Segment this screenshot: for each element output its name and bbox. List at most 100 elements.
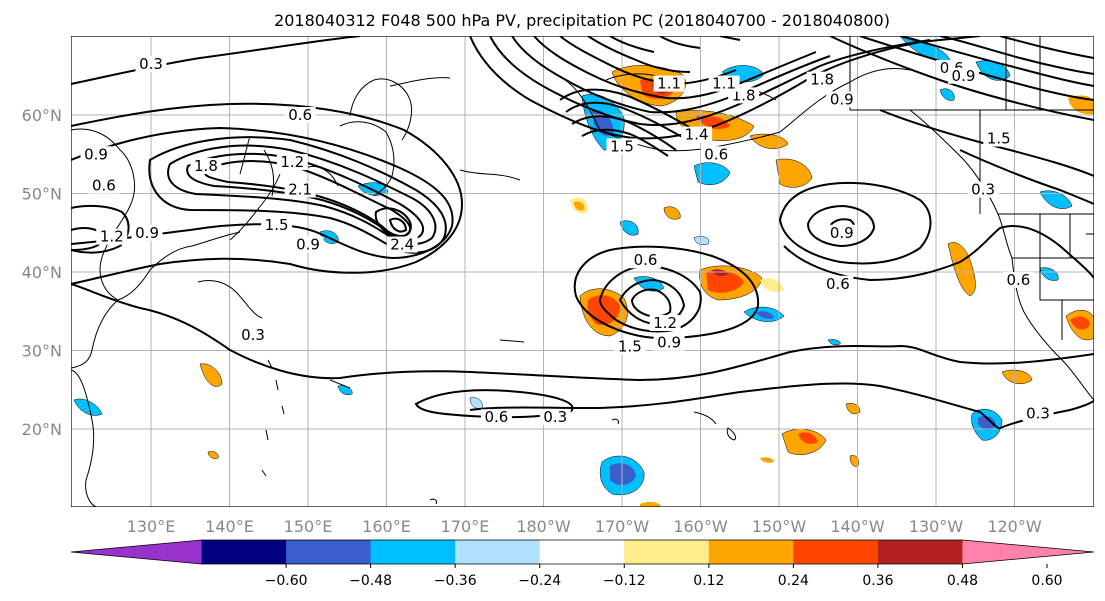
pv-contour-label-background bbox=[806, 71, 838, 88]
pv-contour-label: 1.8 bbox=[194, 157, 218, 175]
pv-contour-label: 0.6 bbox=[704, 145, 728, 163]
colorbar-tick-label: −0.24 bbox=[518, 573, 561, 589]
latitude-tick-label: 40°N bbox=[22, 263, 62, 282]
pv-contour-label: 0.9 bbox=[296, 236, 320, 254]
pv-contour-label-background bbox=[237, 326, 269, 343]
pv-contour-label: 1.5 bbox=[265, 216, 289, 234]
colorbar-tick-label: 0.36 bbox=[862, 573, 893, 589]
pv-contour-label-background bbox=[480, 409, 512, 426]
pv-contour-label-background bbox=[386, 236, 418, 253]
pv-contour-label: 0.3 bbox=[241, 326, 265, 344]
colorbar: −0.60 −0.48 −0.36 −0.24 −0.12 0.12 0.24 0.36 0.4… bbox=[70, 539, 1095, 589]
longitude-tick-label: 180°W bbox=[516, 517, 571, 536]
pv-contour-label: 0.6 bbox=[1006, 271, 1030, 289]
pv-contour-label: 0.9 bbox=[84, 145, 108, 163]
pv-contour-label-background bbox=[826, 224, 858, 241]
pv-contour-label-background bbox=[284, 181, 316, 198]
pv-contour-label-background bbox=[1022, 405, 1054, 422]
pv-contour-label: 0.9 bbox=[830, 224, 854, 242]
pv-contour-label-background bbox=[630, 252, 662, 269]
pv-contour-label-background bbox=[276, 154, 308, 171]
colorbar-segment bbox=[201, 540, 287, 564]
pv-contour-label-background bbox=[135, 55, 167, 72]
longitude-tick-label: 170°W bbox=[595, 517, 650, 536]
longitude-tick-label: 140°W bbox=[830, 517, 885, 536]
pv-contour-label-background bbox=[614, 338, 646, 355]
colorbar-extend-low bbox=[71, 540, 202, 564]
colorbar-tick-label: 0.48 bbox=[947, 573, 978, 589]
pv-contour-label-background bbox=[967, 181, 999, 198]
pv-contour-label: 1.2 bbox=[280, 153, 304, 171]
pv-contour-label: 1.5 bbox=[610, 137, 634, 155]
pv-contour-label: 0.9 bbox=[952, 67, 976, 85]
pv-contour-label: 0.6 bbox=[484, 408, 508, 426]
pv-contour-label-background bbox=[822, 275, 854, 292]
pv-contour-label: 2.1 bbox=[288, 181, 312, 199]
latitude-tick-label: 20°N bbox=[22, 420, 62, 439]
longitude-tick-label: 170°E bbox=[441, 517, 490, 536]
colorbar-tick-label: 0.12 bbox=[693, 573, 724, 589]
pv-contour-label-background bbox=[947, 67, 979, 84]
pv-contour-label: 1.8 bbox=[810, 71, 834, 89]
latitude-tick-label: 50°N bbox=[22, 185, 62, 204]
colorbar-tick-label: −0.36 bbox=[434, 573, 477, 589]
pv-contour-label-background bbox=[190, 158, 222, 175]
latitude-tick-label: 30°N bbox=[22, 342, 62, 361]
pv-contour-label-background bbox=[700, 146, 732, 163]
pv-contour-label: 2.4 bbox=[390, 236, 414, 254]
pv-contours bbox=[71, 36, 1094, 430]
pv-contour-label-background bbox=[80, 146, 112, 163]
pv-contour-label: 0.3 bbox=[971, 181, 995, 199]
pv-contour-label-background bbox=[708, 75, 740, 92]
gridlines bbox=[71, 36, 1094, 507]
colorbar-tick-label: 0.60 bbox=[1031, 573, 1062, 589]
pv-contour-label-background bbox=[653, 334, 685, 351]
pv-contour-label: 0.9 bbox=[135, 224, 159, 242]
pv-contour-label: 0.3 bbox=[543, 408, 567, 426]
pv-contour-label: 0.6 bbox=[288, 106, 312, 124]
latitude-tick-label: 60°N bbox=[22, 106, 62, 125]
pv-contour-label: 1.4 bbox=[685, 126, 709, 144]
pv-contour-label: 0.6 bbox=[92, 177, 116, 195]
colorbar-segment bbox=[793, 540, 879, 564]
longitude-tick-label: 130°E bbox=[127, 517, 176, 536]
pv-contour-label-background bbox=[539, 409, 571, 426]
pv-contour-label-background bbox=[88, 177, 120, 194]
pv-contour-label: 1.2 bbox=[653, 314, 677, 332]
figure-title: 2018040312 F048 500 hPa PV, precipitatio… bbox=[274, 11, 890, 30]
pv-contour-label: 1.5 bbox=[987, 130, 1011, 148]
colorbar-segment bbox=[286, 540, 372, 564]
pv-contour-label-background bbox=[649, 315, 681, 332]
longitude-tick-label: 150°E bbox=[284, 517, 333, 536]
longitude-tick-label: 160°E bbox=[362, 517, 411, 536]
pv-contour-label: 1.5 bbox=[618, 338, 642, 356]
pv-contour-label-background bbox=[284, 107, 316, 123]
pv-contour-label-background bbox=[653, 75, 685, 92]
colorbar-segment bbox=[539, 540, 625, 564]
pv-contour-label-background bbox=[292, 236, 324, 253]
pv-contour-label-background bbox=[96, 228, 128, 245]
pv-contour-label-background bbox=[983, 130, 1015, 147]
pv-contour-label-background bbox=[681, 126, 713, 143]
longitude-tick-label: 120°W bbox=[987, 517, 1042, 536]
pv-contour-label: 1.1 bbox=[712, 75, 736, 93]
pv-contour-label-background bbox=[131, 224, 163, 241]
pv-contour-label: 1.2 bbox=[100, 228, 124, 246]
colorbar-tick-label: −0.12 bbox=[603, 573, 646, 589]
pv-contour-label: 0.6 bbox=[826, 275, 850, 293]
map-area: 0.3 0.6 1.8 1.2 2.1 1.5 0.9 2.4 0.9 0.6 1.2 0.9 0.3 0… bbox=[71, 36, 1094, 507]
pv-contour-label: 0.3 bbox=[139, 55, 163, 73]
pv-contour-label: 0.9 bbox=[830, 90, 854, 108]
colorbar-tick-label: 0.24 bbox=[778, 573, 809, 589]
colorbar-segment bbox=[708, 540, 794, 564]
colorbar-segment bbox=[624, 540, 710, 564]
pv-contour-label-background bbox=[826, 91, 858, 108]
colorbar-outline bbox=[70, 539, 1095, 565]
pv-contour-label-background bbox=[261, 216, 293, 233]
pv-contour-label-background bbox=[606, 138, 638, 155]
colorbar-segment bbox=[370, 540, 456, 564]
colorbar-segment bbox=[877, 540, 963, 564]
pv-contour-label: 0.9 bbox=[657, 334, 681, 352]
longitude-tick-label: 150°W bbox=[752, 517, 807, 536]
